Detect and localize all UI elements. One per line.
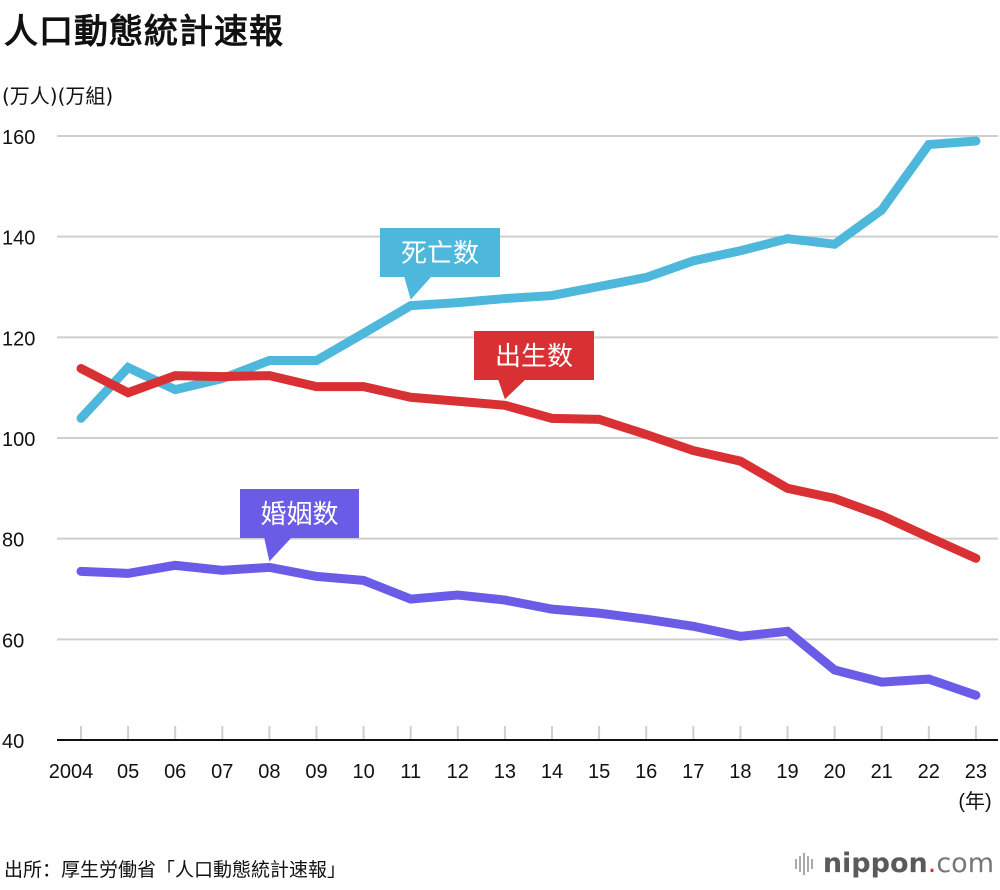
x-tick-label: 10 [352,761,374,783]
series-callout: 婚姻数 [240,489,359,562]
y-tick-label: 160 [2,127,35,149]
x-tick-label: 12 [447,761,469,783]
callout-pointer [404,276,432,300]
x-tick-label: 07 [211,761,233,783]
x-tick-label: 08 [258,761,280,783]
y-tick-label: 100 [2,429,35,451]
x-tick-label: 14 [541,761,563,783]
x-tick-label: 09 [305,761,327,783]
chart-title: 人口動態統計速報 [4,12,284,52]
x-tick-label: 06 [164,761,186,783]
series-label: 出生数 [495,342,573,372]
y-tick-label: 40 [2,731,24,753]
nippon-com-logo: nippon. com [794,848,994,879]
series-label: 死亡数 [401,239,479,269]
source-note: 出所：厚生労働省「人口動態統計速報」 [4,859,347,881]
x-tick-label: 05 [117,761,139,783]
x-tick-label: 13 [494,761,516,783]
y-axis-unit-label: (万人)(万組) [2,84,114,108]
logo-dot: . [927,848,937,879]
x-axis-unit-label: (年) [958,790,991,813]
x-tick-label: 18 [729,761,751,783]
series-lines [76,136,981,700]
gridlines [57,135,998,641]
logo-name: nippon [822,848,928,879]
x-tick-label: 20 [823,761,845,783]
logo-bars-icon [794,852,813,875]
x-tick-label: 23 [965,761,987,783]
logo-tld: com [936,848,994,879]
series-line [76,364,981,563]
y-axis-ticks: 40 60 80 100 120 140 160 [2,127,35,753]
line-chart: 40 60 80 100 120 140 160 2004 05 06 07 08 09 10 11 12 1… [2,127,998,813]
x-tick-label: 16 [635,761,657,783]
callout-box [240,489,359,538]
x-tick-label: 2004 [49,761,94,783]
x-tick-label: 19 [776,761,798,783]
callout-box [474,331,594,380]
y-tick-label: 140 [2,228,35,250]
callout-pointer [498,379,526,400]
callout-pointer [264,537,292,562]
x-tick-label: 15 [588,761,610,783]
y-tick-label: 120 [2,328,35,350]
y-tick-label: 60 [2,630,24,652]
x-tick-label: 11 [400,761,421,783]
series-callout: 出生数 [474,331,594,400]
series-label: 婚姻数 [260,500,338,530]
callout-box [380,228,500,277]
series-callout: 死亡数 [380,228,500,300]
x-tick-label: 17 [682,761,704,783]
x-tick-label: 21 [871,761,893,783]
x-tick-label: 22 [918,761,940,783]
y-tick-label: 80 [2,530,24,552]
series-line [76,560,981,700]
x-axis-ticks: 2004 05 06 07 08 09 10 11 12 13 14 15 16 17 18 19 20 21 22… [49,726,987,783]
